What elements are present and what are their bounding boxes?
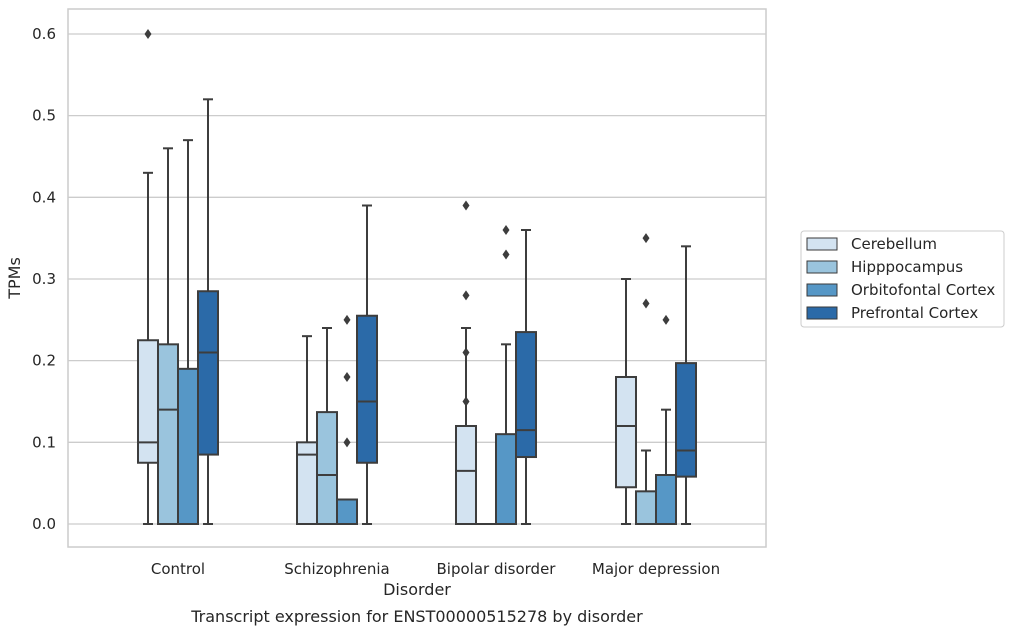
outlier-point (502, 249, 510, 260)
box-major-depression (675, 245, 697, 525)
box-major-depression (635, 233, 657, 525)
box-schizophrenia (356, 204, 378, 525)
outlier-point (642, 298, 650, 309)
x-axis-label: Disorder (383, 580, 451, 599)
y-tick-label: 0.0 (32, 515, 56, 533)
outlier-point (462, 347, 470, 358)
outlier-point (144, 28, 152, 39)
box-iqr (157, 343, 179, 525)
outlier-point (662, 314, 670, 325)
series-orbitofontal-cortex (177, 139, 677, 525)
box-schizophrenia (336, 314, 358, 525)
legend-swatch-cerebellum (806, 237, 838, 251)
legend-swatch-orbitofontal-cortex (806, 283, 838, 297)
box-bipolar-disorder (455, 200, 477, 525)
box-control (197, 98, 219, 525)
box-iqr (336, 498, 358, 525)
x-tick-labels: Control Schizophrenia Bipolar disorder Majo… (151, 560, 720, 578)
outlier-point (502, 224, 510, 235)
x-tick-label-bipolar-disorder: Bipolar disorder (437, 560, 557, 578)
box-iqr (177, 367, 199, 525)
y-axis-label: TPMs (5, 257, 24, 300)
outlier-point (642, 233, 650, 244)
legend-item-hipppocampus: Hipppocampus (806, 258, 963, 276)
box-iqr (635, 490, 657, 525)
legend-swatch-hipppocampus (806, 260, 838, 274)
legend-label-prefrontal-cortex: Prefrontal Cortex (851, 304, 978, 322)
y-tick-label: 0.5 (32, 107, 56, 125)
box-major-depression (655, 314, 677, 525)
outlier-point (462, 396, 470, 407)
legend-label-hipppocampus: Hipppocampus (851, 258, 963, 276)
legend-label-orbitofontal-cortex: Orbitofontal Cortex (851, 281, 995, 299)
legend-item-prefrontal-cortex: Prefrontal Cortex (806, 304, 978, 322)
legend: Cerebellum Hipppocampus Orbitofontal Cor… (800, 230, 1005, 328)
box-iqr (316, 411, 338, 525)
x-tick-label-schizophrenia: Schizophrenia (284, 560, 389, 578)
y-tick-label: 0.3 (32, 270, 56, 288)
outlier-point (462, 290, 470, 301)
y-tick-label: 0.6 (32, 25, 56, 43)
box-iqr (615, 375, 637, 489)
series-hipppocampus (157, 147, 657, 526)
legend-swatch-prefrontal-cortex (806, 306, 838, 320)
legend-item-cerebellum: Cerebellum (806, 235, 937, 253)
series-prefrontal-cortex (197, 98, 697, 525)
box-iqr (515, 331, 537, 459)
y-tick-label: 0.2 (32, 352, 56, 370)
x-tick-label-major-depression: Major depression (592, 560, 720, 578)
box-iqr (655, 473, 677, 525)
box-iqr (675, 362, 697, 478)
box-iqr (455, 424, 477, 525)
outlier-point (343, 314, 351, 325)
outlier-point (462, 200, 470, 211)
box-major-depression (615, 277, 637, 525)
box-iqr (197, 290, 219, 456)
box-iqr (356, 314, 378, 464)
y-tick-labels: 0.0 0.1 0.2 0.3 0.4 0.5 0.6 (32, 25, 56, 533)
outlier-point (343, 437, 351, 448)
legend-item-orbitofontal-cortex: Orbitofontal Cortex (806, 281, 995, 299)
legend-label-cerebellum: Cerebellum (851, 235, 937, 253)
outlier-point (343, 371, 351, 382)
y-tick-label: 0.1 (32, 433, 56, 451)
box-schizophrenia (316, 326, 338, 525)
legend-frame (800, 230, 1005, 328)
chart-caption: Transcript expression for ENST0000051527… (190, 607, 643, 626)
box-iqr (495, 433, 517, 525)
box-iqr (137, 339, 159, 464)
box-bipolar-disorder (495, 224, 517, 525)
x-tick-label-control: Control (151, 560, 205, 578)
box-bipolar-disorder (515, 228, 537, 525)
box-series (137, 28, 697, 526)
y-tick-label: 0.4 (32, 188, 56, 206)
